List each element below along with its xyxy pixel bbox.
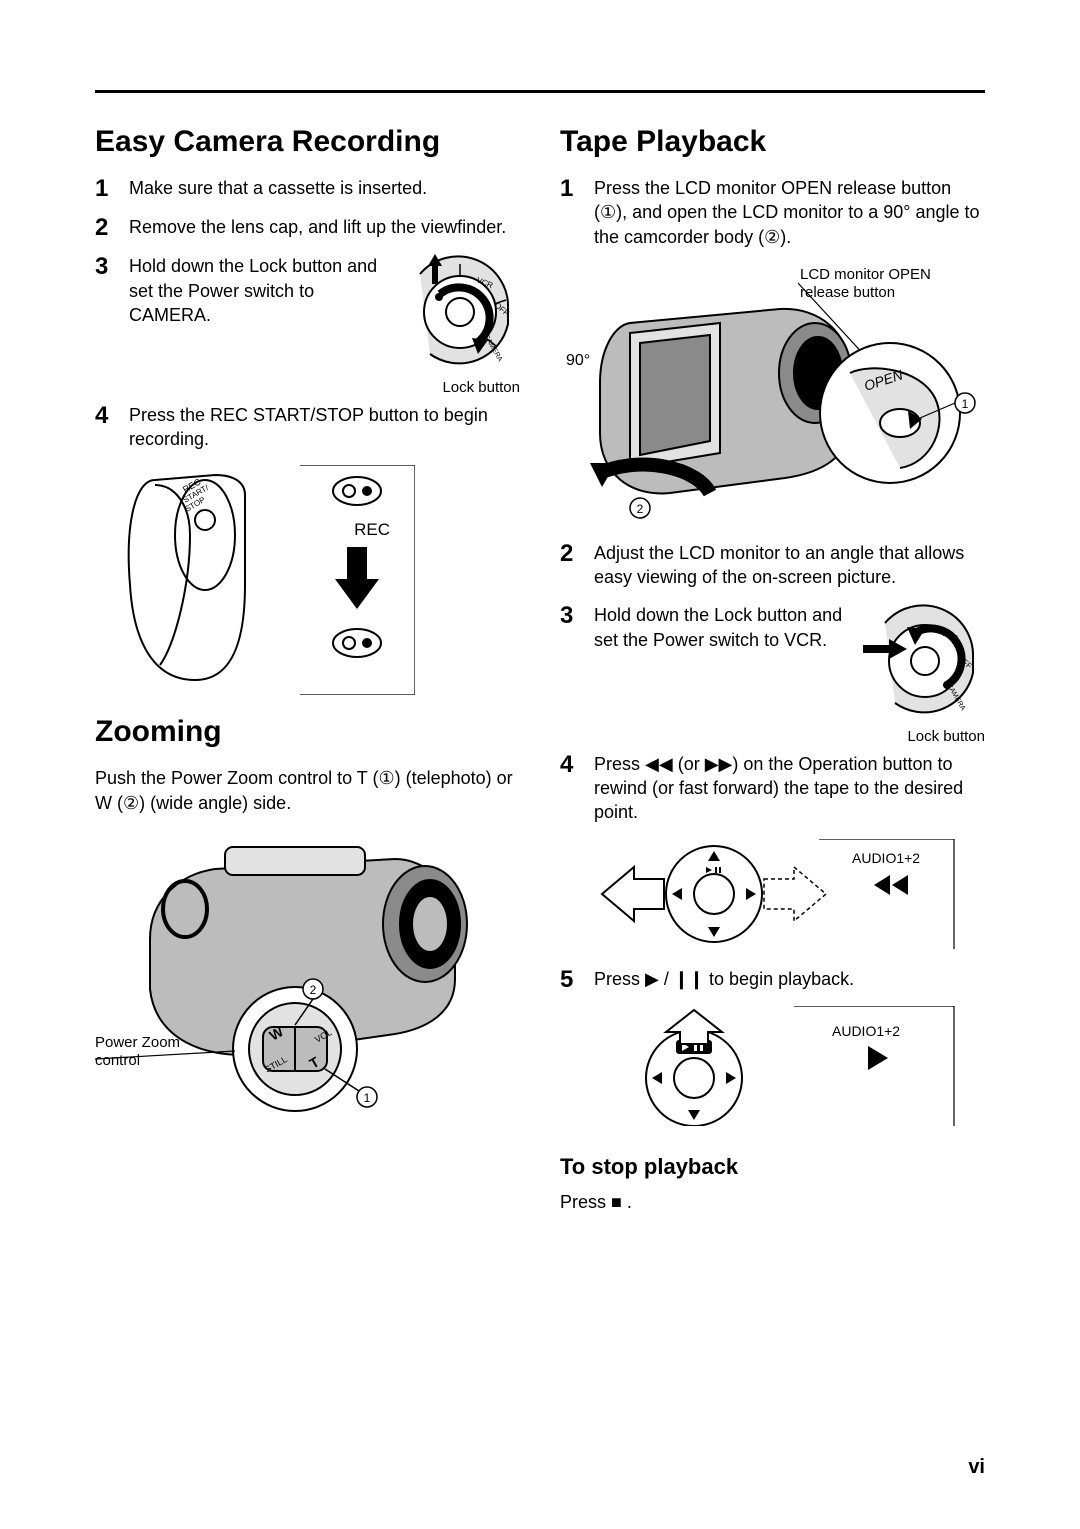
step-text: Hold down the Lock button and set the Po… <box>129 254 380 327</box>
step-number: 3 <box>95 254 129 279</box>
svg-text:release button: release button <box>800 284 895 301</box>
lcd-open-figure: LCD monitor OPEN release button <box>560 263 985 523</box>
svg-text:1: 1 <box>364 1091 371 1105</box>
step-number: 2 <box>560 541 594 566</box>
top-rule <box>95 90 985 93</box>
left-step-2: 2 Remove the lens cap, and lift up the v… <box>95 215 520 240</box>
svg-text:AUDIO1+2: AUDIO1+2 <box>852 850 920 866</box>
heading-easy-camera: Easy Camera Recording <box>95 125 520 158</box>
step-number: 3 <box>560 603 594 628</box>
left-column: Easy Camera Recording 1 Make sure that a… <box>95 125 520 1228</box>
heading-tape-playback: Tape Playback <box>560 125 985 158</box>
heading-stop-playback: To stop playback <box>560 1154 985 1180</box>
lock-button-label: Lock button <box>855 727 985 747</box>
step-text: Press the LCD monitor OPEN release butto… <box>594 176 985 249</box>
svg-text:Power Zoom: Power Zoom <box>95 1034 180 1051</box>
rewind-figure: AUDIO1+2 <box>560 839 985 949</box>
step-text: Press ▶ / ❙❙ to begin playback. <box>594 967 985 991</box>
power-switch-diagram-vcr: VCR OFF CAMERA <box>855 603 985 723</box>
step-text: Press the REC START/STOP button to begin… <box>129 403 520 452</box>
svg-text:LCD monitor OPEN: LCD monitor OPEN <box>800 266 931 283</box>
svg-text:2: 2 <box>637 502 644 516</box>
power-switch-diagram: VCR OFF CAMERA <box>390 254 520 374</box>
step-text: Hold down the Lock button and set the Po… <box>594 603 845 652</box>
step-number: 5 <box>560 967 594 992</box>
svg-text:AUDIO1+2: AUDIO1+2 <box>832 1023 900 1039</box>
zoom-figure: W T STILL VOL 2 1 Power Zoom control <box>95 829 520 1119</box>
step-number: 1 <box>95 176 129 201</box>
rec-label: REC <box>354 520 390 539</box>
step-text: Remove the lens cap, and lift up the vie… <box>129 215 520 239</box>
right-step-2: 2 Adjust the LCD monitor to an angle tha… <box>560 541 985 590</box>
step-text: Press ◀◀ (or ▶▶) on the Operation button… <box>594 752 985 825</box>
heading-zooming: Zooming <box>95 715 520 748</box>
lock-button-label: Lock button <box>390 378 520 398</box>
stop-text: Press ■ . <box>560 1190 985 1214</box>
svg-text:90°: 90° <box>566 352 590 369</box>
step-number: 4 <box>560 752 594 777</box>
right-step-4: 4 Press ◀◀ (or ▶▶) on the Operation butt… <box>560 752 985 825</box>
step-number: 2 <box>95 215 129 240</box>
rec-button-figure: REC START/ STOP REC <box>95 465 520 695</box>
page-number: vi <box>968 1456 985 1479</box>
right-column: Tape Playback 1 Press the LCD monitor OP… <box>560 125 985 1228</box>
svg-text:2: 2 <box>310 983 317 997</box>
right-step-3: 3 Hold down the Lock button and set the … <box>560 603 985 747</box>
left-step-4: 4 Press the REC START/STOP button to beg… <box>95 403 520 452</box>
right-step-5: 5 Press ▶ / ❙❙ to begin playback. <box>560 967 985 992</box>
svg-text:control: control <box>95 1052 140 1069</box>
step-number: 1 <box>560 176 594 201</box>
step-text: Adjust the LCD monitor to an angle that … <box>594 541 985 590</box>
svg-text:1: 1 <box>962 397 969 411</box>
step-text: Make sure that a cassette is inserted. <box>129 176 520 200</box>
right-step-1: 1 Press the LCD monitor OPEN release but… <box>560 176 985 249</box>
zoom-text: Push the Power Zoom control to T (①) (te… <box>95 766 520 815</box>
step-number: 4 <box>95 403 129 428</box>
left-step-3: 3 Hold down the Lock button and set the … <box>95 254 520 398</box>
left-step-1: 1 Make sure that a cassette is inserted. <box>95 176 520 201</box>
play-figure: AUDIO1+2 <box>560 1006 985 1126</box>
